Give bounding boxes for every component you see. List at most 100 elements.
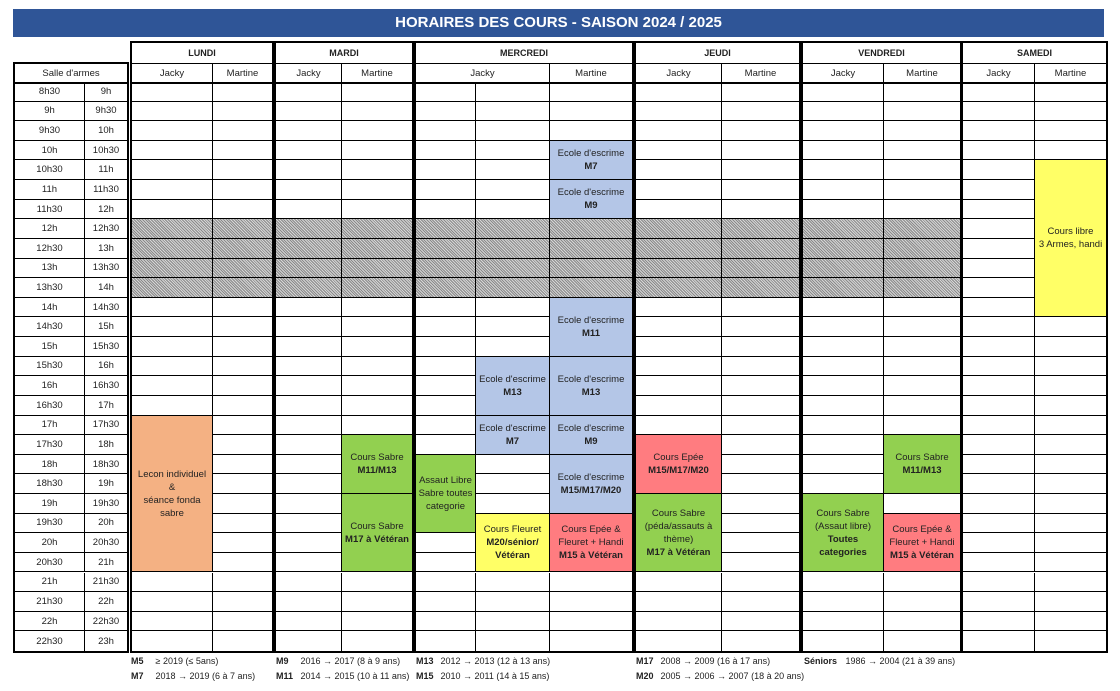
time-slot-cell[interactable] — [276, 121, 342, 141]
time-slot-cell[interactable] — [963, 611, 1035, 632]
lunch-break-cell[interactable] — [276, 258, 342, 279]
time-slot-cell[interactable] — [636, 199, 722, 220]
time-slot-cell[interactable] — [342, 376, 412, 396]
time-slot-cell[interactable] — [963, 592, 1035, 612]
time-slot-cell[interactable] — [550, 553, 632, 573]
time-slot-cell[interactable] — [416, 101, 476, 122]
time-slot-cell[interactable] — [722, 121, 799, 141]
course-block[interactable]: Cours Epée & Fleuret + Handi M15 à Vétéran — [550, 513, 632, 572]
time-slot-cell[interactable] — [132, 121, 213, 141]
lunch-break-cell[interactable] — [722, 278, 799, 298]
time-slot-cell[interactable] — [963, 199, 1035, 220]
lunch-break-cell[interactable] — [476, 258, 550, 279]
time-slot-cell[interactable] — [722, 337, 799, 357]
time-slot-cell[interactable] — [722, 160, 799, 181]
time-slot-cell[interactable] — [884, 337, 960, 357]
time-slot-cell[interactable] — [722, 102, 799, 122]
time-slot-cell[interactable] — [342, 337, 412, 357]
lunch-break-cell[interactable] — [884, 238, 960, 259]
time-slot-cell[interactable] — [803, 356, 884, 377]
time-slot-cell[interactable] — [1035, 553, 1106, 573]
time-slot-cell[interactable] — [884, 102, 960, 122]
course-block[interactable]: Ecole d'escrime M7 — [476, 415, 550, 454]
time-slot-cell[interactable] — [803, 317, 884, 338]
course-block[interactable]: Cours Sabre M11/M13 — [342, 435, 412, 494]
time-slot-cell[interactable] — [276, 592, 342, 612]
time-slot-cell[interactable] — [636, 180, 722, 200]
time-slot-cell[interactable] — [884, 141, 960, 161]
time-slot-cell[interactable] — [636, 121, 722, 141]
time-slot-cell[interactable] — [276, 611, 342, 632]
time-slot-cell[interactable] — [963, 180, 1035, 200]
time-slot-cell[interactable] — [416, 631, 476, 651]
course-block[interactable]: Cours Sabre (Assaut libre) Toutes categori… — [803, 494, 884, 572]
time-slot-cell[interactable] — [476, 140, 550, 161]
time-slot-cell[interactable] — [963, 435, 1035, 455]
course-block[interactable]: Cours Epée & Fleuret + Handi M15 à Vétéran — [884, 513, 960, 572]
lunch-break-cell[interactable] — [276, 238, 342, 259]
time-slot-cell[interactable] — [803, 376, 884, 396]
time-slot-cell[interactable] — [276, 415, 342, 436]
course-block[interactable]: Ecole d'escrime M15/M17/M20 — [550, 454, 632, 513]
time-slot-cell[interactable] — [416, 82, 476, 102]
time-slot-cell[interactable] — [132, 611, 213, 632]
time-slot-cell[interactable] — [416, 199, 476, 220]
time-slot-cell[interactable] — [722, 396, 799, 416]
course-block[interactable]: Ecole d'escrime M9 — [550, 415, 632, 454]
time-slot-cell[interactable] — [476, 572, 550, 593]
time-slot-cell[interactable] — [1035, 121, 1106, 141]
time-slot-cell[interactable] — [803, 611, 884, 632]
time-slot-cell[interactable] — [1035, 376, 1106, 396]
time-slot-cell[interactable] — [213, 102, 272, 122]
lunch-break-cell[interactable] — [213, 258, 272, 279]
time-slot-cell[interactable] — [550, 121, 632, 141]
course-block[interactable]: Cours Sabre M17 à Vétéran — [342, 494, 412, 572]
time-slot-cell[interactable] — [550, 631, 632, 651]
time-slot-cell[interactable] — [1035, 317, 1106, 338]
time-slot-cell[interactable] — [132, 297, 213, 318]
time-slot-cell[interactable] — [132, 572, 213, 593]
time-slot-cell[interactable] — [132, 631, 213, 651]
time-slot-cell[interactable] — [276, 82, 342, 102]
time-slot-cell[interactable] — [213, 514, 272, 534]
time-slot-cell[interactable] — [342, 121, 412, 141]
time-slot-cell[interactable] — [342, 141, 412, 161]
time-slot-cell[interactable] — [550, 82, 632, 102]
time-slot-cell[interactable] — [1035, 514, 1106, 534]
time-slot-cell[interactable] — [722, 180, 799, 200]
time-slot-cell[interactable] — [963, 219, 1035, 239]
time-slot-cell[interactable] — [213, 317, 272, 338]
time-slot-cell[interactable] — [1035, 298, 1106, 318]
lunch-break-cell[interactable] — [884, 278, 960, 298]
lunch-break-cell[interactable] — [213, 219, 272, 239]
time-slot-cell[interactable] — [636, 631, 722, 651]
lunch-break-cell[interactable] — [476, 278, 550, 298]
time-slot-cell[interactable] — [803, 101, 884, 122]
lunch-break-cell[interactable] — [476, 238, 550, 259]
time-slot-cell[interactable] — [416, 297, 476, 318]
time-slot-cell[interactable] — [884, 317, 960, 338]
time-slot-cell[interactable] — [213, 612, 272, 632]
time-slot-cell[interactable] — [963, 101, 1035, 122]
time-slot-cell[interactable] — [884, 200, 960, 220]
time-slot-cell[interactable] — [1035, 533, 1106, 553]
time-slot-cell[interactable] — [722, 474, 799, 494]
time-slot-cell[interactable] — [884, 298, 960, 318]
lunch-break-cell[interactable] — [416, 238, 476, 259]
time-slot-cell[interactable] — [213, 474, 272, 494]
time-slot-cell[interactable] — [213, 141, 272, 161]
time-slot-cell[interactable] — [276, 474, 342, 494]
course-block[interactable]: Ecole d'escrime M13 — [550, 356, 632, 415]
time-slot-cell[interactable] — [722, 612, 799, 632]
lunch-break-cell[interactable] — [342, 258, 412, 279]
time-slot-cell[interactable] — [276, 494, 342, 514]
time-slot-cell[interactable] — [276, 572, 342, 593]
time-slot-cell[interactable] — [963, 160, 1035, 181]
time-slot-cell[interactable] — [416, 611, 476, 632]
time-slot-cell[interactable] — [550, 396, 632, 416]
time-slot-cell[interactable] — [722, 141, 799, 161]
time-slot-cell[interactable] — [342, 298, 412, 318]
time-slot-cell[interactable] — [722, 317, 799, 338]
time-slot-cell[interactable] — [550, 435, 632, 455]
time-slot-cell[interactable] — [722, 631, 799, 651]
